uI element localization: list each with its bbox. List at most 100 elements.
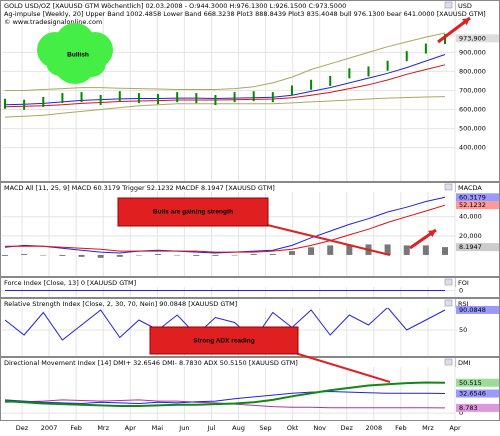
price-bar [195, 93, 198, 104]
panel-title: MACD All [11, 25, 9] MACD 60.3179 Trigge… [4, 184, 275, 192]
axis-label: MACDA [458, 184, 482, 192]
value-tag [456, 378, 499, 387]
x-tick-label: Jun [178, 424, 189, 432]
price-bar [99, 95, 102, 105]
value-tag [456, 403, 499, 412]
histogram-bar [231, 254, 238, 256]
header-bg [1, 1, 455, 10]
panel-icon[interactable] [444, 358, 453, 366]
panel-title: Force Index [Close, 13] 0 [XAUUSD GTM] [4, 279, 136, 287]
value-tag-label: 52.1232 [459, 201, 486, 209]
histogram-bar [308, 247, 315, 255]
panel-icon[interactable] [444, 278, 453, 286]
histogram-bar [442, 247, 448, 255]
price-bar [386, 60, 389, 71]
y-tick-label: 50 [459, 326, 467, 334]
x-tick-label: Feb [70, 424, 82, 432]
value-tag-label: 8.783 [459, 404, 478, 412]
histogram-bar [97, 254, 104, 258]
x-tick-label: Dez [341, 424, 354, 432]
series-line [4, 96, 446, 118]
x-tick-label: Apr [449, 424, 461, 432]
histogram-bar [78, 254, 85, 257]
histogram-bar [327, 245, 334, 255]
price-bar [310, 79, 313, 90]
histogram-bar [135, 254, 142, 256]
price-bar [80, 92, 83, 103]
price-bar [444, 34, 446, 45]
price-bar [405, 51, 408, 62]
panel-frame [0, 182, 500, 277]
price-bar [176, 92, 179, 103]
y-tick-label: 900,000 [459, 48, 486, 56]
price-bar [42, 96, 45, 107]
histogram-bar [422, 245, 429, 255]
panel-frame [0, 357, 500, 421]
axis-label: USD [458, 2, 472, 10]
value-tag [456, 193, 499, 202]
series-line [4, 390, 446, 405]
y-tick-label: 500,000 [459, 125, 486, 133]
price-bar [157, 94, 160, 105]
y-tick-label: 0 [459, 409, 463, 417]
value-tag-label: 50.515 [459, 379, 482, 387]
cloud-blob [46, 48, 74, 76]
histogram-bar [116, 254, 123, 257]
y-tick-label: 0 [459, 287, 463, 295]
axis-label: FOI [458, 279, 469, 287]
histogram-bar [59, 254, 66, 256]
axis-label: DMI [458, 359, 471, 367]
axis-label: RSI [458, 300, 469, 308]
header-bg [1, 183, 455, 192]
value-tag [456, 305, 499, 314]
panel-title: Relative Strength Index [Close, 2, 30, 7… [4, 300, 237, 308]
panel-icon[interactable] [444, 299, 453, 307]
series-line [4, 306, 446, 341]
price-bar [61, 93, 64, 104]
price-bar [329, 75, 332, 86]
value-tag-label: 32.6546 [459, 390, 486, 398]
annotation-box [149, 326, 299, 355]
x-tick-label: Nov [313, 424, 326, 432]
histogram-bar [269, 253, 276, 255]
annotation-box [117, 197, 269, 227]
price-bar [348, 68, 351, 79]
arrow-head [428, 230, 436, 238]
panel-subtitle: Ag-impulse [Weekly, 20] Upper Band 1002.… [4, 10, 486, 18]
x-tick-label: Mrz [97, 424, 109, 432]
series-line [4, 54, 446, 106]
x-tick-label: Feb [395, 424, 407, 432]
histogram-bar [174, 254, 181, 256]
value-tag [456, 389, 499, 398]
x-tick-label: Apr [125, 424, 137, 432]
y-tick-label: 600,000 [459, 106, 486, 114]
price-bar [4, 98, 6, 109]
annotation: Bullish [67, 52, 89, 59]
value-tag [456, 34, 499, 43]
price-bar [367, 66, 370, 77]
histogram-bar [21, 253, 28, 255]
series-line [4, 64, 446, 108]
pointer [254, 221, 391, 256]
x-tick-label: Aug [232, 424, 245, 432]
value-tag [456, 243, 499, 252]
y-tick-label: 800,000 [459, 67, 486, 75]
watermark: © www.tradesignalonline.com [4, 18, 102, 26]
x-tick-label: 2007 [41, 424, 58, 432]
histogram-bar [155, 253, 162, 255]
value-tag-label: 60.3179 [459, 193, 486, 201]
x-tick-label: Mai [152, 424, 164, 432]
value-tag [456, 201, 499, 210]
x-tick-label: Okt [287, 424, 299, 432]
y-tick-label: 700,000 [459, 86, 486, 94]
price-bar [252, 91, 255, 102]
x-tick-label: Jul [207, 424, 216, 432]
panel-icon[interactable] [444, 183, 453, 191]
histogram-bar [212, 254, 219, 256]
price-bar [214, 95, 217, 105]
pointer [284, 349, 391, 383]
y-tick-label: 400,000 [459, 144, 486, 152]
panel-icon[interactable] [444, 1, 453, 9]
value-tag-label: 8.1947 [459, 243, 482, 251]
